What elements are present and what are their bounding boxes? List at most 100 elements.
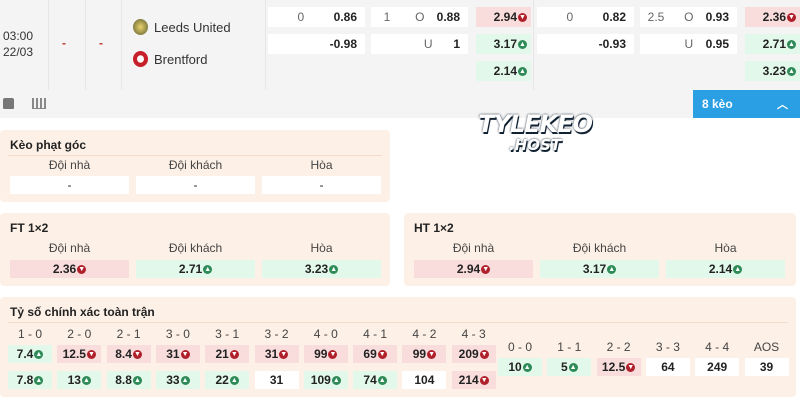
odds-cell[interactable]: 12.5 ▼ xyxy=(57,345,102,363)
odds-value: 2.94 xyxy=(493,10,517,24)
odds-up-icon: ▲ xyxy=(568,362,578,372)
odds-cell[interactable]: 7.4 ▲ xyxy=(8,345,52,363)
odds-up-icon: ▲ xyxy=(34,349,44,359)
odds-value: 2.14 xyxy=(493,64,517,78)
odds-cell[interactable]: 5 ▲ xyxy=(547,358,592,376)
odds-down-icon: ▼ xyxy=(479,375,489,385)
odds-cell[interactable]: 2.94 ▼ xyxy=(476,7,531,27)
odds-cell[interactable]: 31 ▼ xyxy=(155,345,200,363)
odds-down-icon: ▼ xyxy=(229,349,239,359)
odds-cell[interactable]: 69 ▼ xyxy=(353,345,398,363)
odds-cell[interactable]: 74 ▲ xyxy=(353,371,398,389)
corner-panel: Kèo phạt góc Đội nhà - Đội khách - Hòa - xyxy=(0,130,390,202)
under-label: U xyxy=(684,37,694,51)
odds-cell[interactable]: 31 xyxy=(254,371,299,389)
odds-cell[interactable]: 2.71 ▲ xyxy=(745,34,800,54)
odds-value: 74 xyxy=(363,373,377,387)
column-header: Đội khách xyxy=(168,241,223,255)
over-odds: 0.93 xyxy=(705,10,729,24)
odds-cell[interactable]: - xyxy=(10,176,129,194)
odds-cell[interactable]: - xyxy=(136,176,255,194)
score-label: 3 - 0 xyxy=(165,327,190,341)
ou-line: 2.5 xyxy=(647,10,665,24)
odds-cell[interactable]: 249 xyxy=(695,358,740,376)
shirt-icon[interactable] xyxy=(3,98,14,109)
column-header: Hòa xyxy=(310,241,333,255)
divider xyxy=(533,0,534,90)
odds-cell[interactable]: 99 ▼ xyxy=(303,345,348,363)
odds-up-icon: ▲ xyxy=(518,66,527,76)
odds-value: 99 xyxy=(314,347,328,361)
score-label: 4 - 0 xyxy=(313,327,338,341)
more-bets-label: 8 kèo xyxy=(702,97,733,111)
odds-cell[interactable]: 8.8 ▲ xyxy=(106,371,151,389)
score-label: 2 - 1 xyxy=(116,327,141,341)
odds-up-icon: ▲ xyxy=(787,66,796,76)
odds-down-icon: ▼ xyxy=(479,349,489,359)
odds-cell[interactable]: 209 ▼ xyxy=(451,345,496,363)
odds-cell[interactable]: 109 ▲ xyxy=(303,371,348,389)
odds-up-icon: ▲ xyxy=(518,39,527,49)
watermark-line1: TYLEKEO xyxy=(478,110,593,138)
panel-title: Tỷ số chính xác toàn trận xyxy=(10,305,155,319)
odds-cell[interactable]: 214 ▼ xyxy=(451,371,496,389)
odds-cell[interactable]: 3.23 ▲ xyxy=(262,260,381,278)
more-bets-button[interactable]: 8 kèo ︿ xyxy=(693,90,800,118)
odds-cell[interactable]: 2.14 ▲ xyxy=(476,61,531,81)
odds-cell[interactable]: 13 ▲ xyxy=(57,371,102,389)
odds-up-icon: ▲ xyxy=(34,375,44,385)
odds-cell[interactable]: 104 xyxy=(402,371,447,389)
odds-cell[interactable]: 3.17 ▲ xyxy=(476,34,531,54)
correct-score-panel: Tỷ số chính xác toàn trận 1 - 0 7.4 ▲ 7.8 ▲ 2… xyxy=(0,297,796,397)
handicap-away-cell[interactable]: -0.98 xyxy=(268,34,365,54)
home-team[interactable]: Leeds United xyxy=(133,19,231,35)
panel-title: HT 1×2 xyxy=(414,221,454,235)
odds-cell[interactable]: 22 ▲ xyxy=(205,371,250,389)
odds-up-icon: ▲ xyxy=(180,375,190,385)
odds-value: 104 xyxy=(414,373,435,387)
over-cell[interactable]: 2.5 O 0.93 xyxy=(640,7,737,27)
away-team[interactable]: Brentford xyxy=(133,51,207,67)
handicap-home-cell[interactable]: 0 0.86 xyxy=(268,7,365,27)
odds-value: 2.36 xyxy=(762,10,786,24)
leeds-crest-icon xyxy=(133,19,148,35)
column-header: Đội khách xyxy=(168,158,223,172)
stats-icon[interactable] xyxy=(32,98,46,109)
odds-cell[interactable]: 2.14 ▲ xyxy=(666,260,785,278)
odds-cell[interactable]: 64 xyxy=(645,358,690,376)
odds-cell[interactable]: 3.17 ▲ xyxy=(540,260,659,278)
odds-cell[interactable]: 21 ▼ xyxy=(205,345,250,363)
odds-down-icon: ▼ xyxy=(86,349,96,359)
odds-cell[interactable]: 99 ▼ xyxy=(402,345,447,363)
odds-cell[interactable]: 39 xyxy=(744,358,789,376)
odds-up-icon: ▲ xyxy=(607,264,617,274)
handicap-away-cell[interactable]: -0.93 xyxy=(537,34,634,54)
odds-cell[interactable]: 7.8 ▲ xyxy=(8,371,52,389)
panel-title: FT 1×2 xyxy=(10,221,49,235)
odds-value: 39 xyxy=(759,360,774,374)
odds-cell[interactable]: 2.71 ▲ xyxy=(136,260,255,278)
odds-cell[interactable]: 31 ▼ xyxy=(254,345,299,363)
odds-cell[interactable]: 33 ▲ xyxy=(155,371,200,389)
odds-value: 22 xyxy=(215,373,229,387)
odds-cell[interactable]: 2.94 ▼ xyxy=(414,260,533,278)
over-label: O xyxy=(415,10,425,24)
odds-cell[interactable]: 10 ▲ xyxy=(498,358,542,376)
odds-down-icon: ▼ xyxy=(481,264,491,274)
odds-cell[interactable]: 3.23 ▲ xyxy=(745,61,800,81)
odds-cell[interactable]: 2.36 ▼ xyxy=(10,260,129,278)
odds-value: 69 xyxy=(363,347,377,361)
over-odds: 0.88 xyxy=(436,10,460,24)
odds-cell[interactable]: 2.36 ▼ xyxy=(745,7,800,27)
odds-cell[interactable]: 8.4 ▼ xyxy=(106,345,151,363)
over-cell[interactable]: 1 O 0.88 xyxy=(371,7,468,27)
odds-cell[interactable]: 12.5 ▼ xyxy=(596,358,641,376)
divider xyxy=(48,0,49,90)
under-cell[interactable]: U 0.95 xyxy=(640,34,737,54)
score-label: 2 - 0 xyxy=(67,327,92,341)
handicap-home-cell[interactable]: 0 0.82 xyxy=(537,7,634,27)
odds-cell[interactable]: - xyxy=(262,176,381,194)
odds-value: 12.5 xyxy=(62,347,86,361)
odds-value: 13 xyxy=(67,373,81,387)
